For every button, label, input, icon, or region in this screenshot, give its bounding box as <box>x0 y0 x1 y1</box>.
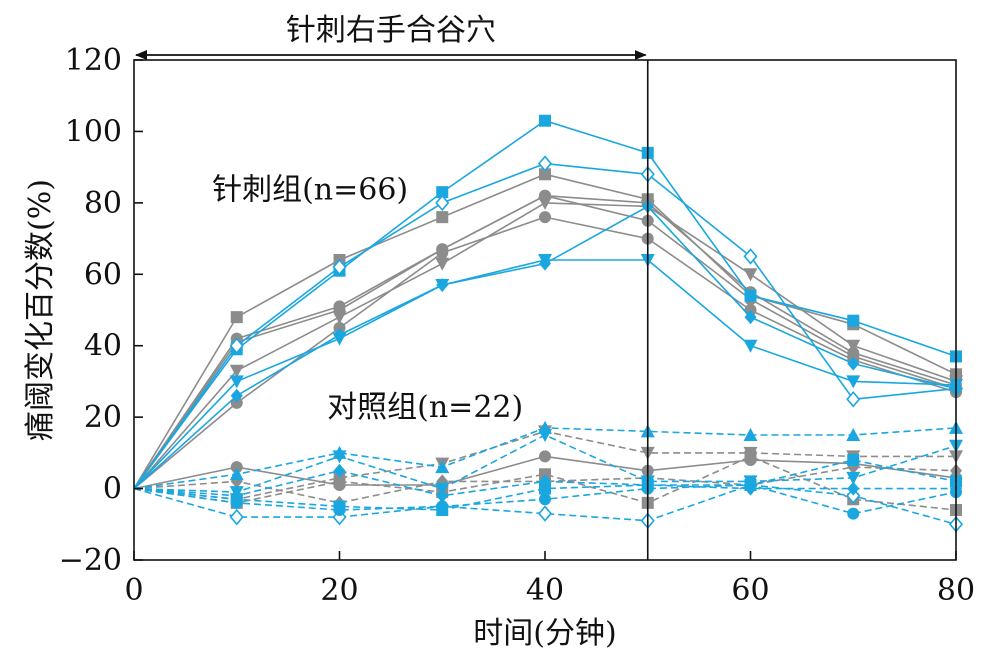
data-point <box>846 391 861 408</box>
series-acupuncture-4 <box>133 211 962 490</box>
data-point <box>230 461 243 474</box>
acupuncture-group-annotation: 针刺组(n=66) <box>212 172 408 207</box>
data-point <box>436 243 449 256</box>
data-point <box>539 493 551 506</box>
data-point <box>846 428 861 441</box>
data-point <box>436 488 449 503</box>
data-point <box>229 467 244 481</box>
series-line <box>133 205 957 490</box>
data-point <box>230 488 243 503</box>
data-point <box>333 321 346 334</box>
control-group-annotation: 对照组(n=22) <box>327 390 523 425</box>
data-point <box>539 450 551 463</box>
data-point <box>847 350 860 363</box>
data-point <box>846 471 861 485</box>
data-point <box>539 168 551 181</box>
data-point <box>229 508 244 526</box>
y-tick-label: 40 <box>84 329 122 364</box>
series-layer <box>133 114 964 533</box>
data-point <box>743 248 758 265</box>
data-point <box>744 289 757 302</box>
series-line <box>133 455 957 511</box>
data-point <box>230 396 243 409</box>
data-point <box>539 189 551 202</box>
data-point <box>847 454 860 466</box>
y-tick-label: 20 <box>84 400 122 435</box>
data-point <box>537 155 553 172</box>
x-tick-label: 40 <box>526 573 564 608</box>
data-point <box>744 310 757 325</box>
data-point <box>230 388 243 403</box>
x-tick-label: 80 <box>937 573 975 608</box>
data-point <box>847 356 860 371</box>
data-point <box>847 507 860 520</box>
series-line <box>133 459 957 511</box>
data-point <box>539 114 551 127</box>
data-point <box>537 505 553 522</box>
data-point <box>333 304 346 316</box>
data-point <box>229 337 244 354</box>
data-point <box>229 375 244 389</box>
data-point <box>846 339 861 353</box>
y-tick-label: 60 <box>84 257 122 292</box>
data-point <box>743 339 758 353</box>
data-point <box>539 482 551 495</box>
series-line <box>133 194 957 490</box>
axes <box>133 50 957 561</box>
data-point <box>539 256 551 271</box>
series-line <box>133 466 957 504</box>
data-point <box>333 463 346 478</box>
data-point <box>230 311 243 324</box>
data-point <box>539 468 551 481</box>
data-point <box>436 278 449 292</box>
data-point <box>333 504 346 516</box>
series-acupuncture-2 <box>133 189 962 490</box>
labels: 针刺右手合谷穴 针刺组(n=66) 对照组(n=22) 时间(分钟) 痛阈变化百… <box>23 13 617 651</box>
y-tick-label: 120 <box>65 43 122 78</box>
data-point <box>539 474 551 489</box>
data-point <box>435 257 450 271</box>
y-axis-label: 痛阈变化百分数(%) <box>23 179 58 441</box>
data-point <box>332 258 347 276</box>
data-point <box>333 475 346 488</box>
data-point <box>333 328 346 342</box>
data-point <box>436 186 449 199</box>
data-point <box>229 364 244 378</box>
series-line <box>133 484 957 526</box>
x-axis-label: 时间(分钟) <box>473 616 616 651</box>
data-point <box>230 496 243 509</box>
data-point <box>436 211 449 224</box>
data-point <box>539 211 551 224</box>
series-line <box>133 194 957 490</box>
series-acupuncture-5 <box>133 189 962 490</box>
data-point <box>743 428 758 441</box>
data-point <box>436 500 449 513</box>
data-point <box>846 375 861 389</box>
y-tick-label: −20 <box>59 543 122 578</box>
series-acupuncture-3 <box>133 196 963 490</box>
data-point <box>332 450 347 464</box>
data-point <box>743 268 758 282</box>
data-point <box>847 314 860 327</box>
data-point <box>847 481 860 496</box>
x-tick-label: 60 <box>731 573 769 608</box>
data-point <box>846 487 861 504</box>
data-point <box>744 450 757 463</box>
y-tick-label: 100 <box>65 114 122 149</box>
y-tick-label: 80 <box>84 186 122 221</box>
data-point <box>435 194 450 212</box>
x-tick-label: 0 <box>124 573 143 608</box>
x-tick-label: 20 <box>320 573 358 608</box>
data-point <box>744 481 757 496</box>
y-tick-label: 0 <box>103 472 122 507</box>
data-point <box>538 429 552 442</box>
stimulus-annotation: 针刺右手合谷穴 <box>286 13 496 48</box>
data-point <box>435 460 450 474</box>
